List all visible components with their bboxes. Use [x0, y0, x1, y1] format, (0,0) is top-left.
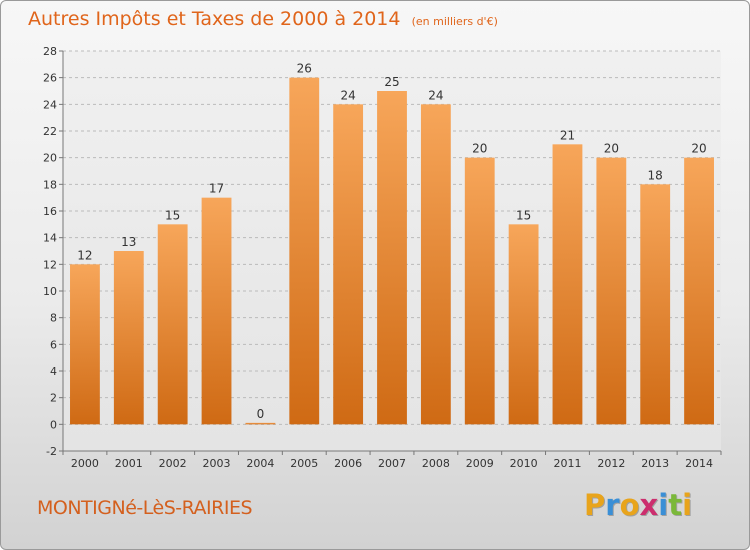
- y-tick-label: 16: [43, 205, 57, 218]
- y-tick-label: 22: [43, 125, 57, 138]
- commune-name: MONTIGNé-LèS-RAIRIES: [37, 497, 253, 519]
- y-tick-label: 12: [43, 258, 57, 271]
- bar: [684, 157, 714, 425]
- y-tick-label: 28: [43, 45, 57, 58]
- data-label: 0: [257, 407, 265, 421]
- data-label: 20: [691, 142, 706, 156]
- x-tick-label: 2008: [422, 457, 450, 470]
- y-tick-label: 14: [43, 232, 57, 245]
- bar: [464, 157, 495, 425]
- x-tick-label: 2010: [510, 457, 538, 470]
- bar: [289, 77, 320, 425]
- bar: [377, 91, 407, 425]
- data-label: 25: [384, 75, 399, 89]
- x-tick-label: 2004: [246, 457, 274, 470]
- y-tick-label: 4: [50, 365, 57, 378]
- data-label: 24: [340, 88, 355, 102]
- bar: [596, 157, 627, 425]
- title-row: Autres Impôts et Taxes de 2000 à 2014 (e…: [28, 8, 498, 30]
- logo-letter: x: [639, 488, 659, 522]
- x-tick-label: 2002: [159, 457, 187, 470]
- y-tick-label: 10: [43, 285, 57, 298]
- x-tick-label: 2014: [685, 457, 713, 470]
- x-tick-label: 2012: [597, 457, 625, 470]
- x-tick-label: 2003: [203, 457, 231, 470]
- data-label: 17: [209, 182, 224, 196]
- logo-letter: o: [619, 488, 640, 522]
- y-tick-label: -2: [46, 445, 57, 458]
- bar: [245, 422, 276, 425]
- data-label: 18: [648, 168, 663, 182]
- logo-letter: i: [658, 488, 669, 522]
- bar: [420, 104, 451, 425]
- bar: [333, 104, 364, 425]
- bar: [552, 144, 583, 425]
- x-tick-label: 2011: [553, 457, 581, 470]
- y-tick-label: 20: [43, 152, 57, 165]
- y-tick-label: 18: [43, 178, 57, 191]
- logo-letter: i: [682, 488, 693, 522]
- logo-letter: r: [605, 488, 620, 522]
- bar: [508, 224, 539, 425]
- x-tick-label: 2009: [466, 457, 494, 470]
- bar: [157, 224, 188, 425]
- data-label: 15: [165, 208, 180, 222]
- x-tick-label: 2001: [115, 457, 143, 470]
- x-tick-label: 2005: [290, 457, 318, 470]
- data-label: 15: [516, 208, 531, 222]
- bar: [113, 251, 144, 425]
- bar: [640, 184, 671, 425]
- x-tick-label: 2007: [378, 457, 406, 470]
- chart-title: Autres Impôts et Taxes de 2000 à 2014: [28, 8, 401, 30]
- x-tick-label: 2000: [71, 457, 99, 470]
- data-label: 20: [604, 142, 619, 156]
- data-label: 12: [77, 248, 92, 262]
- data-label: 21: [560, 128, 575, 142]
- y-tick-label: 6: [50, 338, 57, 351]
- data-label: 26: [297, 62, 312, 76]
- y-tick-label: 24: [43, 98, 57, 111]
- x-tick-label: 2013: [641, 457, 669, 470]
- logo-letter: P: [584, 488, 606, 522]
- bars-layer: 12 13 15 17 0 26 24 25 24 20 15 21 20 18 20: [70, 62, 714, 425]
- data-label: 24: [428, 88, 443, 102]
- bar: [201, 197, 232, 425]
- data-label: 13: [121, 235, 136, 249]
- y-tick-label: 26: [43, 72, 57, 85]
- y-tick-label: 2: [50, 392, 57, 405]
- logo-letter: t: [668, 488, 683, 522]
- y-tick-label: 0: [50, 418, 57, 431]
- chart-unit: (en milliers d'€): [411, 15, 498, 28]
- proxiti-logo: Proxiti: [584, 488, 692, 522]
- x-tick-label: 2006: [334, 457, 362, 470]
- bar: [70, 264, 100, 425]
- y-tick-label: 8: [50, 312, 57, 325]
- data-label: 20: [472, 142, 487, 156]
